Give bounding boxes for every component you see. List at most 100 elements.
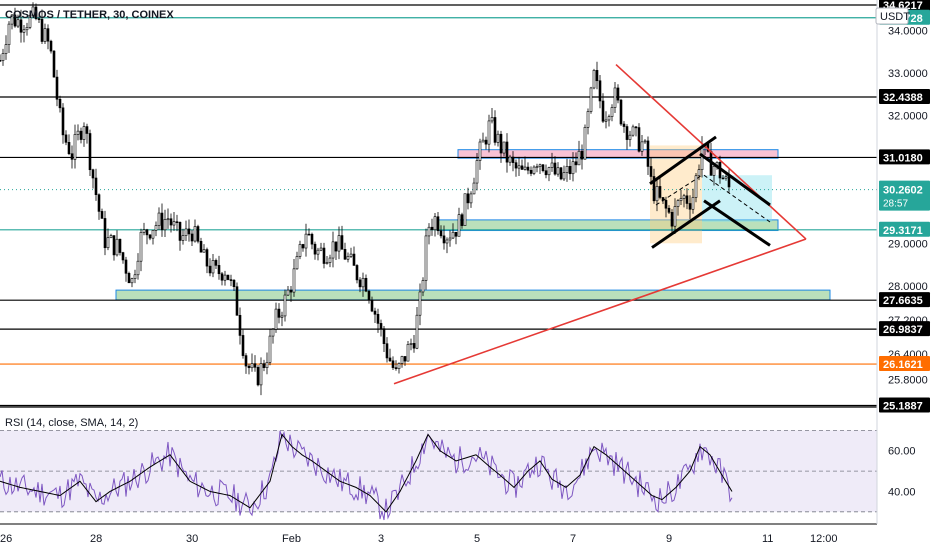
candle-body xyxy=(292,268,296,293)
candle-body xyxy=(469,193,473,204)
time-tick-label: 9 xyxy=(666,533,672,545)
zone-0 xyxy=(457,149,779,159)
candle-body xyxy=(676,200,680,207)
candle-body xyxy=(1,53,5,61)
price-tick-label: 25.8000 xyxy=(888,374,928,386)
candle-body xyxy=(328,257,332,263)
candle-body xyxy=(0,60,2,62)
candle-body xyxy=(373,310,377,315)
candle-body xyxy=(4,44,8,54)
candle-body xyxy=(430,226,434,231)
candle-body xyxy=(208,265,212,274)
candle-body xyxy=(295,256,299,270)
candle-body xyxy=(37,18,41,20)
candle-body xyxy=(523,166,527,170)
candle-body xyxy=(607,116,611,121)
candle-body xyxy=(508,156,512,163)
candle-body xyxy=(217,265,221,275)
candle-body xyxy=(652,176,656,202)
candle-body xyxy=(154,225,158,231)
price-axis-bg xyxy=(877,0,932,550)
candle-body xyxy=(130,278,134,284)
candle-body xyxy=(598,80,602,102)
price-tick-label: 29.0000 xyxy=(888,238,928,250)
candle-body xyxy=(721,177,725,180)
candle-body xyxy=(691,197,695,210)
candle-body xyxy=(550,162,554,168)
candle-body xyxy=(172,221,176,226)
candle-body xyxy=(235,286,239,316)
candle-body xyxy=(97,194,101,212)
price-tag-label: 31.0180 xyxy=(883,152,923,164)
candle-body xyxy=(268,335,272,363)
candle-body xyxy=(16,19,20,27)
candle-body xyxy=(394,367,398,369)
candle-body xyxy=(685,195,689,204)
candle-body xyxy=(559,167,563,180)
candle-body xyxy=(640,141,644,152)
zone-2 xyxy=(115,289,831,301)
candle-body xyxy=(253,363,257,368)
candle-body xyxy=(304,233,308,249)
candle-body xyxy=(628,134,632,140)
candle-body xyxy=(439,230,443,237)
candle-body xyxy=(64,134,68,143)
candle-body xyxy=(463,193,467,226)
candle-body xyxy=(67,142,71,155)
candle-body xyxy=(274,308,278,330)
candle-body xyxy=(448,237,452,241)
candle-body xyxy=(700,145,704,170)
time-tick-label: 7 xyxy=(570,533,576,545)
trendline-4 xyxy=(699,152,771,207)
candle-body xyxy=(538,164,542,167)
candle-body xyxy=(136,260,140,276)
candle-body xyxy=(211,260,215,274)
candle-body xyxy=(529,169,533,174)
chart-title: COSMOS / TETHER, 30, COINEX xyxy=(5,9,174,21)
candle-body xyxy=(202,249,206,253)
candle-body xyxy=(238,315,242,336)
candle-body xyxy=(643,140,647,143)
currency-badge-label: USDT xyxy=(880,11,910,23)
candle-body xyxy=(79,130,83,140)
candle-body xyxy=(580,150,584,160)
candle-body xyxy=(112,235,116,256)
candle-body xyxy=(358,279,362,288)
candle-body xyxy=(310,233,314,245)
candle-body xyxy=(28,14,32,28)
candle-body xyxy=(622,123,626,127)
candle-body xyxy=(619,99,623,125)
candle-body xyxy=(265,362,269,368)
candle-body xyxy=(724,176,728,179)
candle-body xyxy=(232,279,236,287)
candle-body xyxy=(397,363,401,369)
current-price-label: 30.2602 xyxy=(883,185,923,197)
candle-body xyxy=(70,153,74,160)
candle-body xyxy=(271,329,275,337)
trendline-0 xyxy=(393,238,807,385)
price-levels xyxy=(0,4,877,407)
candle-body xyxy=(199,240,203,253)
candle-body xyxy=(658,186,662,198)
price-tags: 34.621734.372832.438831.018029.317127.66… xyxy=(875,0,930,413)
candle-body xyxy=(322,247,326,264)
candle-body xyxy=(493,117,497,143)
candle-body xyxy=(46,28,50,42)
candle-body xyxy=(586,111,590,128)
candle-body xyxy=(214,260,218,266)
candle-body xyxy=(574,161,578,166)
candle-body xyxy=(88,133,92,171)
price-tag xyxy=(879,221,930,237)
candle-body xyxy=(163,219,167,231)
candle-body xyxy=(382,328,386,344)
candle-body xyxy=(355,265,359,281)
candle-body xyxy=(682,195,686,199)
candle-body xyxy=(727,176,731,188)
candle-body xyxy=(286,289,290,296)
candle-body xyxy=(184,228,188,236)
time-tick-label: 26 xyxy=(0,533,12,545)
candle-body xyxy=(403,356,407,362)
candle-body xyxy=(496,133,500,143)
candle-body xyxy=(451,231,455,239)
